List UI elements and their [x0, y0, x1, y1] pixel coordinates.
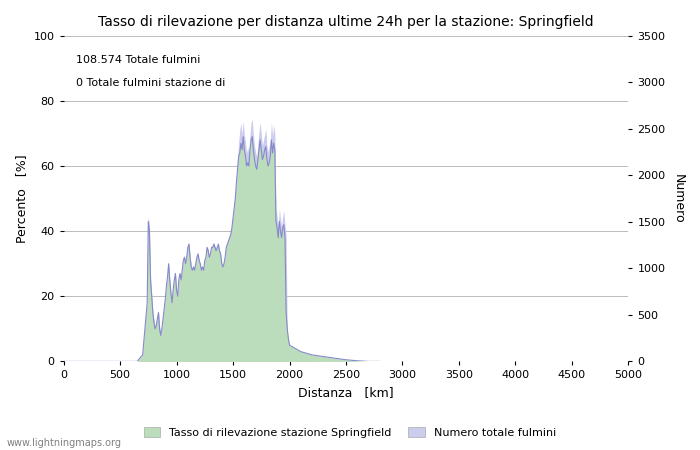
X-axis label: Distanza   [km]: Distanza [km] [298, 386, 394, 399]
Legend: Tasso di rilevazione stazione Springfield, Numero totale fulmini: Tasso di rilevazione stazione Springfiel… [139, 423, 561, 442]
Text: www.lightningmaps.org: www.lightningmaps.org [7, 438, 122, 448]
Text: 0 Totale fulmini stazione di: 0 Totale fulmini stazione di [76, 78, 225, 88]
Title: Tasso di rilevazione per distanza ultime 24h per la stazione: Springfield: Tasso di rilevazione per distanza ultime… [98, 15, 594, 29]
Text: 108.574 Totale fulmini: 108.574 Totale fulmini [76, 55, 200, 65]
Y-axis label: Numero: Numero [672, 174, 685, 223]
Y-axis label: Percento   [%]: Percento [%] [15, 154, 28, 243]
